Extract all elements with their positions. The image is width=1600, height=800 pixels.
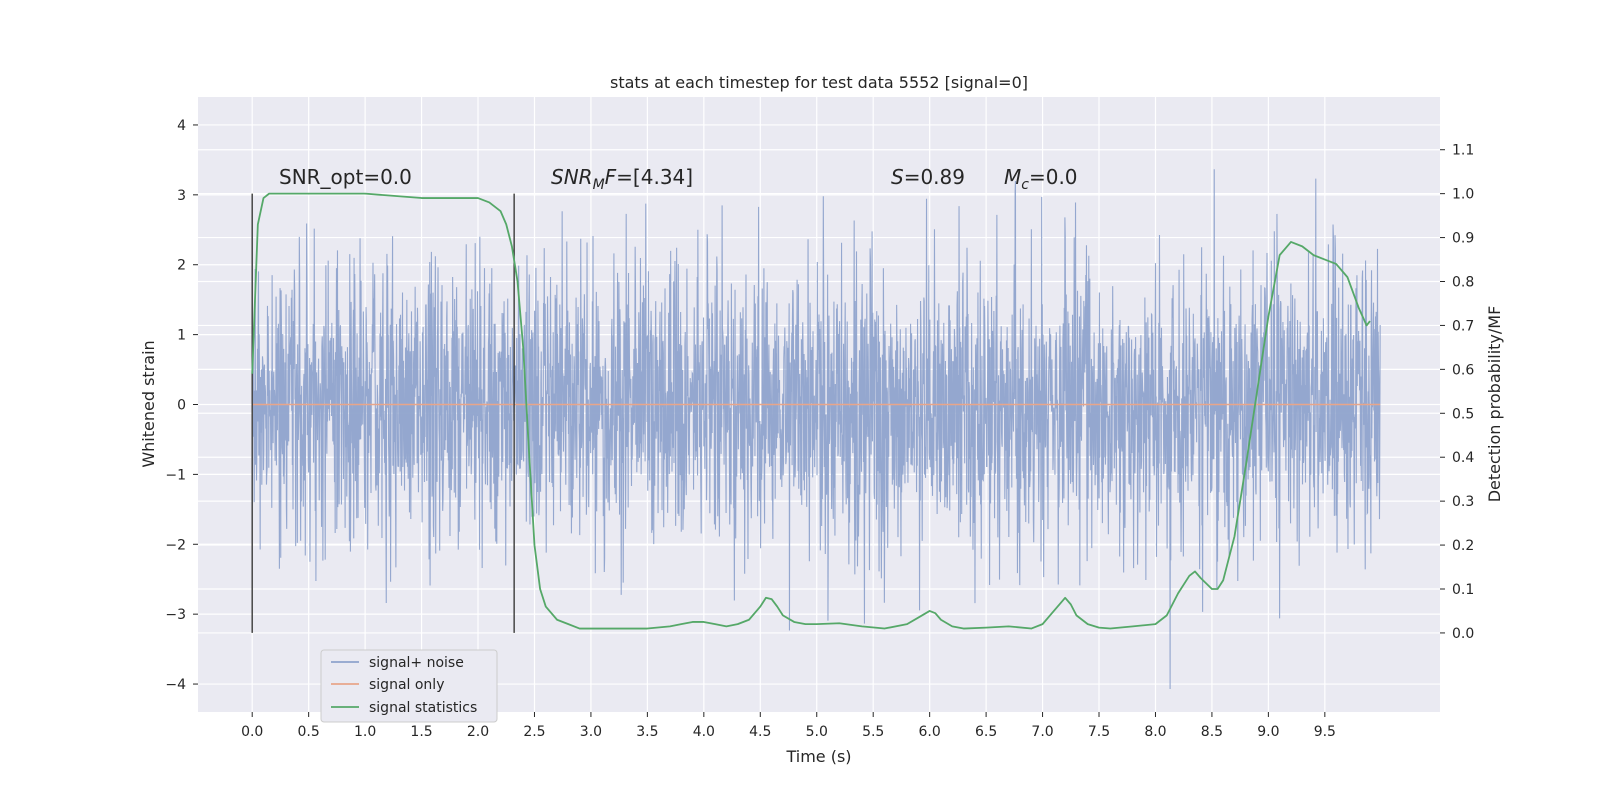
y2-tick-label: 0.3 — [1452, 494, 1474, 510]
y-tick-label: 2 — [177, 258, 186, 274]
y-tick-label: −2 — [165, 537, 186, 553]
x-tick-label: 7.0 — [1031, 724, 1053, 740]
y2-tick-label: 0.9 — [1452, 231, 1474, 247]
y2-tick-label: 0.1 — [1452, 582, 1474, 598]
x-axis-label: Time (s) — [785, 747, 851, 766]
x-tick-label: 8.5 — [1201, 724, 1223, 740]
y2-tick-label: 0.5 — [1452, 406, 1474, 422]
y-tick-label: 3 — [177, 188, 186, 204]
x-tick-label: 5.5 — [862, 724, 884, 740]
annotation-mc: Mc=0.0 — [1004, 165, 1078, 193]
annotation-snr-opt: SNR_opt=0.0 — [279, 165, 412, 189]
x-tick-label: 0.0 — [241, 724, 263, 740]
y-tick-label: 0 — [177, 398, 186, 414]
y2-tick-label: 0.2 — [1452, 538, 1474, 554]
signal-statistics-trace — [251, 192, 1371, 630]
x-tick-label: 9.5 — [1314, 724, 1336, 740]
x-tick-label: 5.0 — [806, 724, 828, 740]
x-tick-label: 1.0 — [354, 724, 376, 740]
legend-label-signal-only: signal only — [369, 677, 444, 693]
y-axis-right: 0.0 0.1 0.2 0.3 0.4 0.5 0.6 0.7 0.8 0.9 1.0 1.1 — [1440, 143, 1474, 642]
legend-box — [320, 649, 498, 723]
y2-tick-label: 0.8 — [1452, 275, 1474, 291]
signal-noise-trace — [251, 169, 1381, 689]
x-tick-label: 4.5 — [749, 724, 771, 740]
x-tick-label: 3.5 — [636, 724, 658, 740]
x-tick-label: 3.0 — [580, 724, 602, 740]
y2-tick-label: 0.0 — [1452, 626, 1474, 642]
x-axis: 0.0 0.5 1.0 1.5 2.0 2.5 3.0 3.5 4.0 4.5 5.0 5.5 6.0 6… — [241, 712, 1336, 740]
legend-label-signal-statistics: signal statistics — [369, 700, 477, 716]
y-axis-label: Whitened strain — [139, 340, 158, 467]
annotation-snr-mf: SNRMF=[4.34] — [551, 165, 693, 193]
x-tick-label: 2.0 — [467, 724, 489, 740]
y-axis-left: −4 −3 −2 −1 0 1 2 3 4 — [165, 118, 198, 693]
y-tick-label: −3 — [165, 607, 186, 623]
x-tick-label: 4.0 — [693, 724, 715, 740]
y2-tick-label: 0.6 — [1452, 362, 1474, 378]
x-tick-label: 1.5 — [410, 724, 432, 740]
y2-axis-label: Detection probability/MF — [1485, 306, 1504, 503]
x-tick-label: 7.5 — [1088, 724, 1110, 740]
x-tick-label: 0.5 — [298, 724, 320, 740]
legend: signal+ noise signal only signal statist… — [320, 649, 498, 723]
x-tick-label: 8.0 — [1144, 724, 1166, 740]
y2-tick-label: 1.0 — [1452, 187, 1474, 203]
y2-tick-label: 0.4 — [1452, 450, 1474, 466]
y-tick-label: −4 — [165, 677, 186, 693]
signal-noise-line — [251, 169, 1381, 689]
x-tick-label: 6.5 — [975, 724, 997, 740]
y-tick-label: 4 — [177, 118, 186, 134]
x-tick-label: 9.0 — [1257, 724, 1279, 740]
x-tick-label: 6.0 — [919, 724, 941, 740]
vertical-markers — [251, 193, 515, 633]
legend-label-signal-noise: signal+ noise — [369, 655, 464, 671]
y-tick-label: −1 — [165, 467, 186, 483]
annotation-s: S=0.89 — [891, 165, 965, 189]
chart-title: stats at each timestep for test data 555… — [610, 73, 1028, 92]
signal-statistics-line — [251, 192, 1371, 630]
y-tick-label: 1 — [177, 328, 186, 344]
y2-tick-label: 1.1 — [1452, 143, 1474, 159]
y2-tick-label: 0.7 — [1452, 318, 1474, 334]
x-tick-label: 2.5 — [523, 724, 545, 740]
